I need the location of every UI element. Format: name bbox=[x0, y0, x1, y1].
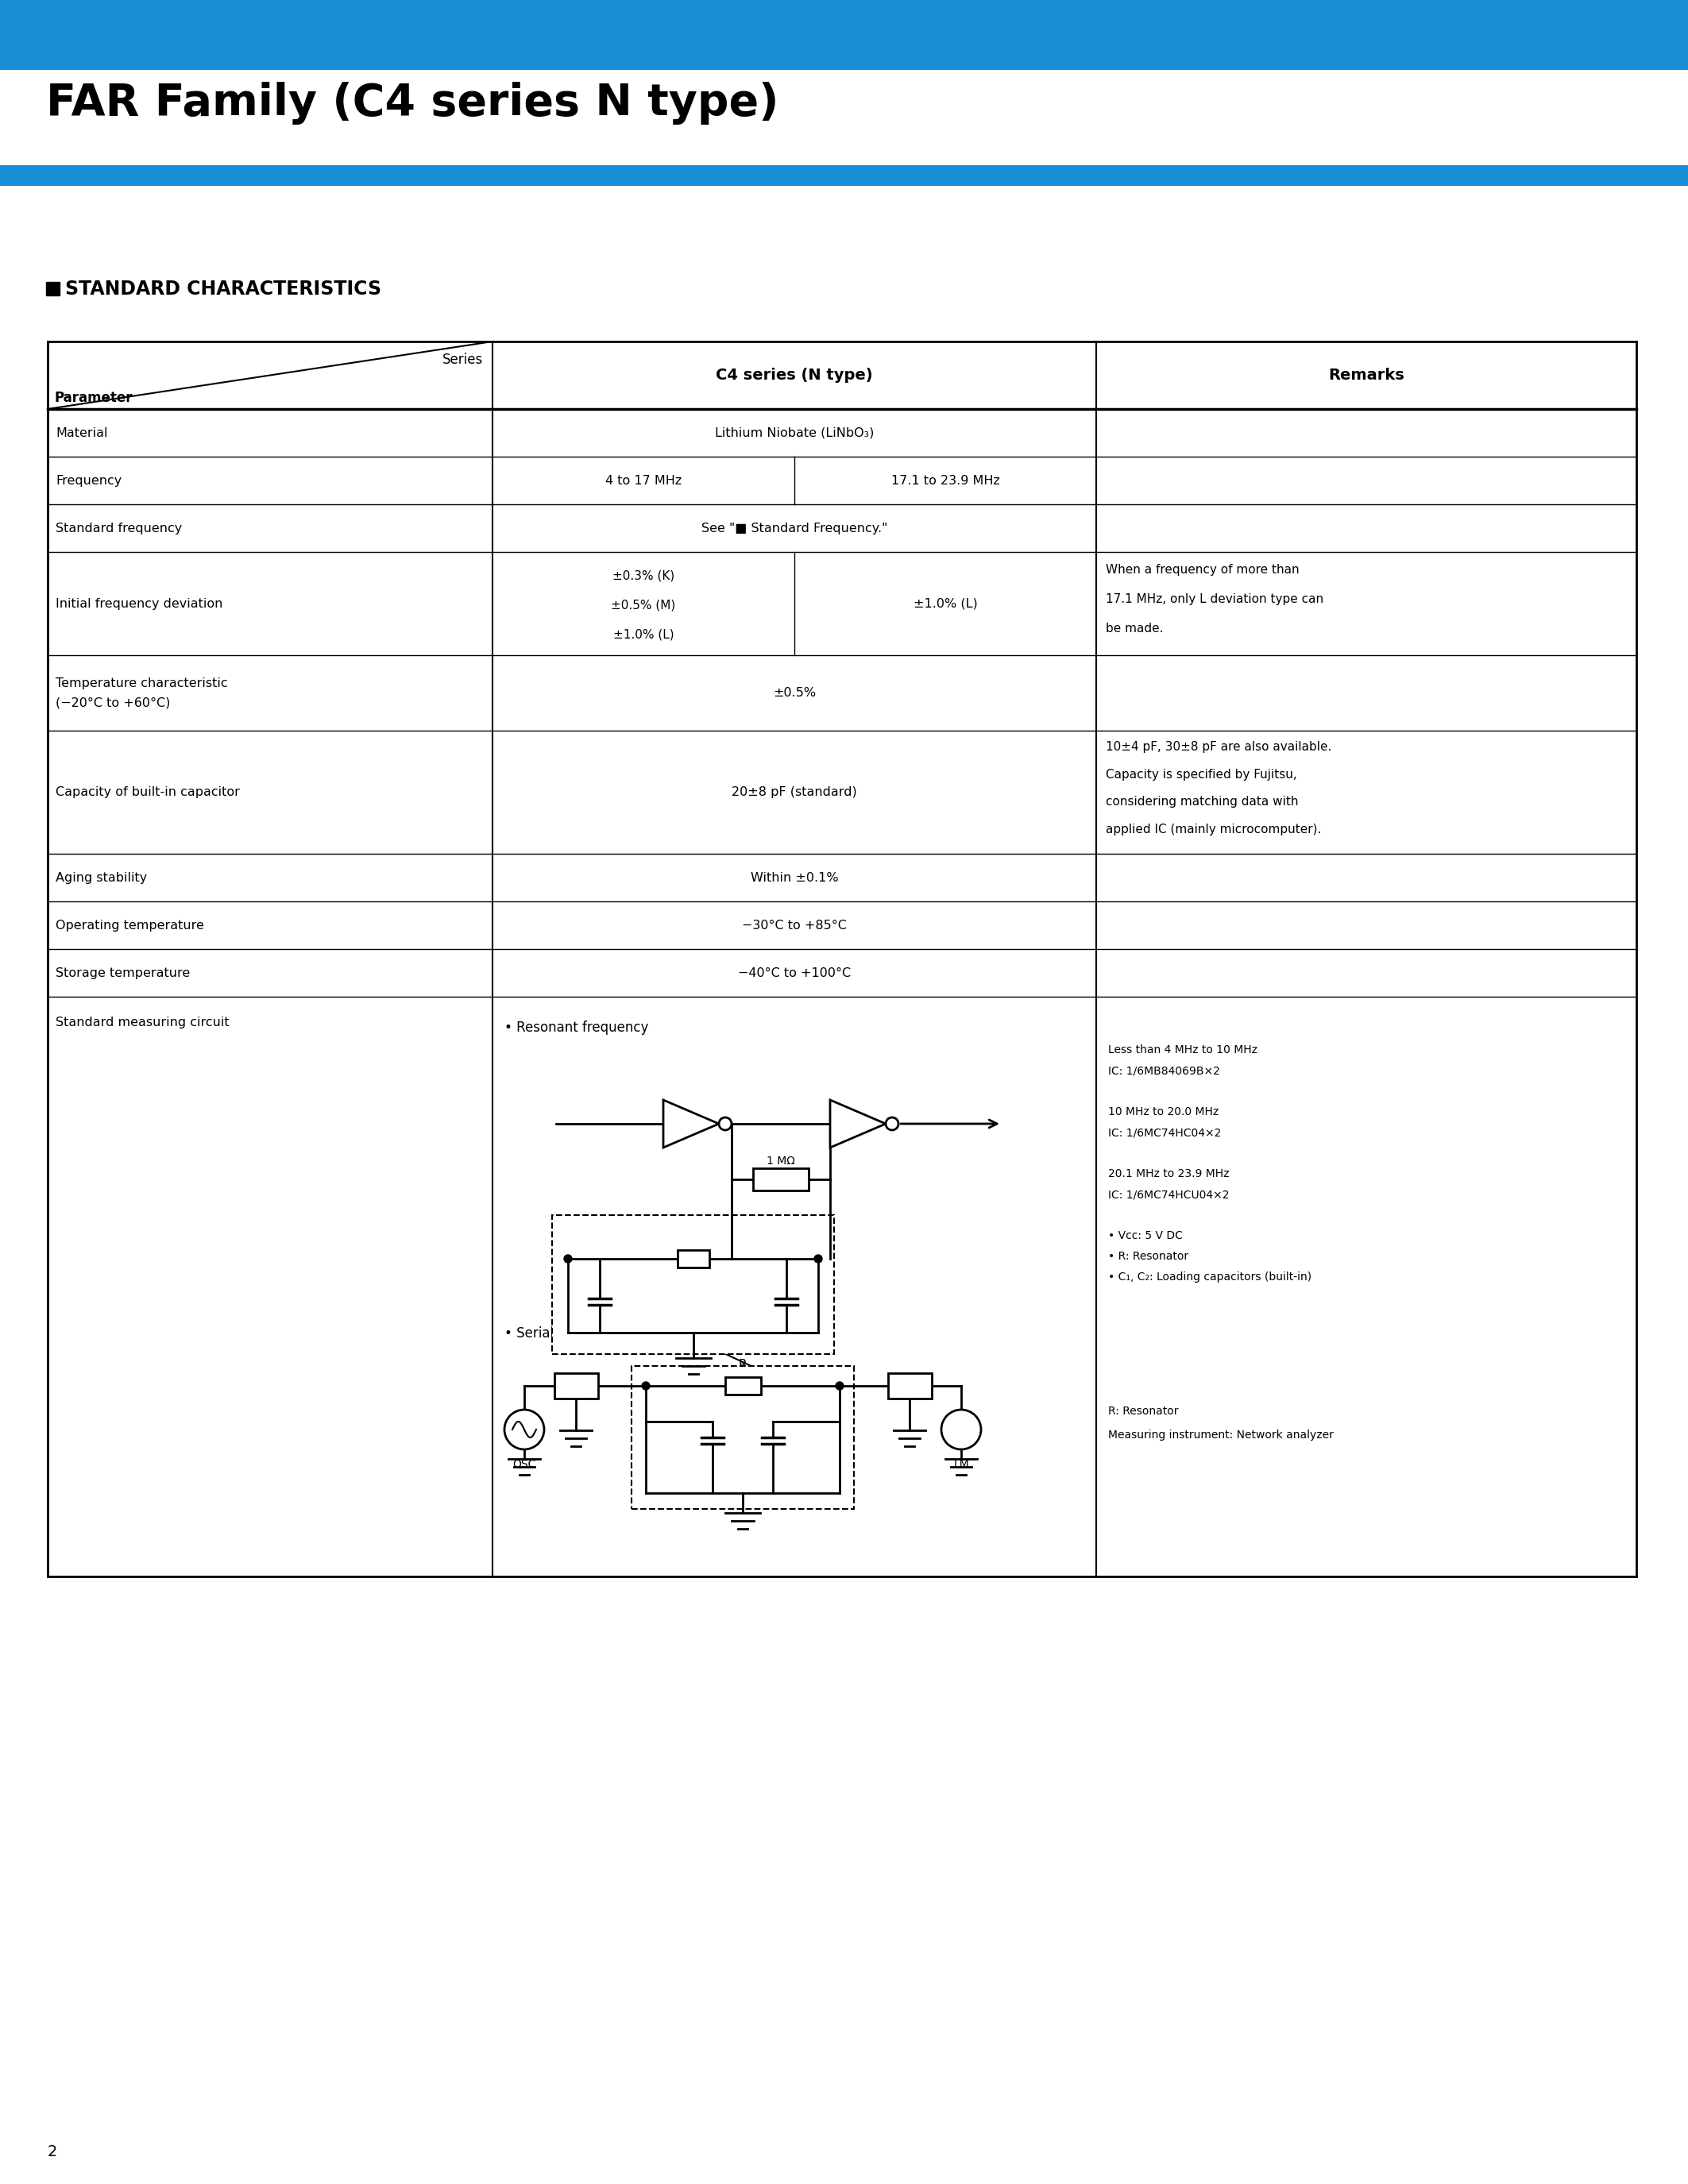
Text: • R: Resonator: • R: Resonator bbox=[1107, 1251, 1188, 1262]
Circle shape bbox=[886, 1118, 898, 1129]
Text: R: Resonator: R: Resonator bbox=[1107, 1406, 1178, 1417]
Text: Frequency: Frequency bbox=[56, 474, 122, 487]
Polygon shape bbox=[663, 1101, 719, 1147]
Bar bbox=[46, 282, 59, 295]
Text: • Vcc: 5 V DC: • Vcc: 5 V DC bbox=[1107, 1230, 1183, 1241]
Text: 10 MHz to 20.0 MHz: 10 MHz to 20.0 MHz bbox=[1107, 1107, 1219, 1118]
Text: C₁: C₁ bbox=[574, 1295, 586, 1308]
Text: 17.1 MHz, only L deviation type can: 17.1 MHz, only L deviation type can bbox=[1106, 594, 1323, 605]
Text: Storage temperature: Storage temperature bbox=[56, 968, 191, 978]
Text: 10±4 pF, 30±8 pF are also available.: 10±4 pF, 30±8 pF are also available. bbox=[1106, 740, 1332, 753]
Text: R: R bbox=[689, 1232, 697, 1243]
Polygon shape bbox=[830, 1101, 886, 1147]
Text: C₂: C₂ bbox=[800, 1295, 814, 1308]
Text: STANDARD CHARACTERISTICS: STANDARD CHARACTERISTICS bbox=[66, 280, 381, 299]
Text: ±0.5%: ±0.5% bbox=[773, 688, 815, 699]
Text: When a frequency of more than: When a frequency of more than bbox=[1106, 563, 1300, 577]
Text: IC: 1/6MB84069B×2: IC: 1/6MB84069B×2 bbox=[1107, 1066, 1220, 1077]
Text: Aging stability: Aging stability bbox=[56, 871, 147, 885]
Text: 75 Ω: 75 Ω bbox=[896, 1380, 922, 1391]
Text: Capacity is specified by Fujitsu,: Capacity is specified by Fujitsu, bbox=[1106, 769, 1296, 780]
Circle shape bbox=[641, 1382, 650, 1389]
Text: Material: Material bbox=[56, 426, 108, 439]
Text: OSC: OSC bbox=[513, 1459, 537, 1470]
Circle shape bbox=[836, 1382, 844, 1389]
Circle shape bbox=[719, 1118, 731, 1129]
Text: LM: LM bbox=[954, 1424, 969, 1435]
Text: • Resonant frequency: • Resonant frequency bbox=[505, 1020, 648, 1035]
Circle shape bbox=[564, 1256, 572, 1262]
Text: Operating temperature: Operating temperature bbox=[56, 919, 204, 930]
Text: C₂: C₂ bbox=[785, 1435, 798, 1446]
Bar bbox=[0, 166, 1688, 186]
Text: FAR Family (C4 series N type): FAR Family (C4 series N type) bbox=[46, 81, 778, 124]
Text: Lithium Niobate (LiNbO₃): Lithium Niobate (LiNbO₃) bbox=[714, 426, 874, 439]
Text: ±0.5% (M): ±0.5% (M) bbox=[611, 598, 675, 612]
Text: FAR: FAR bbox=[712, 1348, 780, 1380]
Text: Parameter: Parameter bbox=[54, 391, 132, 404]
Text: 4 to 17 MHz: 4 to 17 MHz bbox=[606, 474, 682, 487]
Text: Series: Series bbox=[442, 352, 483, 367]
Text: Temperature characteristic: Temperature characteristic bbox=[56, 677, 228, 690]
Bar bbox=[0, 0, 1688, 70]
Circle shape bbox=[505, 1409, 544, 1450]
Circle shape bbox=[942, 1409, 981, 1450]
Text: LM: LM bbox=[954, 1459, 969, 1470]
Bar bbox=[753, 1168, 809, 1190]
Text: Within ±0.1%: Within ±0.1% bbox=[751, 871, 839, 885]
Text: Capacity of built-in capacitor: Capacity of built-in capacitor bbox=[56, 786, 240, 797]
Text: • C₁, C₂: Loading capacitors (built-in): • C₁, C₂: Loading capacitors (built-in) bbox=[1107, 1271, 1312, 1282]
Text: R: R bbox=[739, 1358, 746, 1372]
Bar bbox=[888, 1374, 932, 1398]
Text: ±1.0% (L): ±1.0% (L) bbox=[913, 598, 977, 609]
Text: 20.1 MHz to 23.9 MHz: 20.1 MHz to 23.9 MHz bbox=[1107, 1168, 1229, 1179]
Text: C₁: C₁ bbox=[687, 1435, 701, 1446]
Text: applied IC (mainly microcomputer).: applied IC (mainly microcomputer). bbox=[1106, 823, 1322, 834]
Text: 17.1 to 23.9 MHz: 17.1 to 23.9 MHz bbox=[891, 474, 999, 487]
Bar bbox=[677, 1249, 709, 1267]
Bar bbox=[631, 1365, 854, 1509]
Text: 75 Ω: 75 Ω bbox=[564, 1380, 589, 1391]
Text: ±0.3% (K): ±0.3% (K) bbox=[613, 570, 675, 581]
Text: Remarks: Remarks bbox=[1328, 367, 1404, 382]
Text: Initial frequency deviation: Initial frequency deviation bbox=[56, 598, 223, 609]
Text: • Serial resonant resistance: • Serial resonant resistance bbox=[505, 1326, 689, 1341]
Text: IC: 1/6MC74HC04×2: IC: 1/6MC74HC04×2 bbox=[1107, 1127, 1220, 1138]
Bar bbox=[724, 1378, 761, 1396]
Text: considering matching data with: considering matching data with bbox=[1106, 795, 1298, 808]
Text: (−20°C to +60°C): (−20°C to +60°C) bbox=[56, 697, 170, 708]
Text: Standard frequency: Standard frequency bbox=[56, 522, 182, 535]
Text: 1 MΩ: 1 MΩ bbox=[766, 1155, 795, 1166]
Bar bbox=[554, 1374, 598, 1398]
Text: −40°C to +100°C: −40°C to +100°C bbox=[738, 968, 851, 978]
Text: IC: 1/6MC74HCU04×2: IC: 1/6MC74HCU04×2 bbox=[1107, 1188, 1229, 1199]
Text: Standard measuring circuit: Standard measuring circuit bbox=[56, 1016, 230, 1029]
Text: be made.: be made. bbox=[1106, 622, 1163, 636]
Text: See "■ Standard Frequency.": See "■ Standard Frequency." bbox=[701, 522, 888, 535]
Text: ±1.0% (L): ±1.0% (L) bbox=[613, 629, 674, 640]
Text: C4 series (N type): C4 series (N type) bbox=[716, 367, 873, 382]
Text: −30°C to +85°C: −30°C to +85°C bbox=[743, 919, 847, 930]
Text: Less than 4 MHz to 10 MHz: Less than 4 MHz to 10 MHz bbox=[1107, 1044, 1258, 1055]
Circle shape bbox=[814, 1256, 822, 1262]
Text: 2: 2 bbox=[47, 2145, 57, 2160]
Text: Measuring instrument: Network analyzer: Measuring instrument: Network analyzer bbox=[1107, 1431, 1334, 1441]
Text: 20±8 pF (standard): 20±8 pF (standard) bbox=[731, 786, 858, 797]
Bar bbox=[552, 1214, 834, 1354]
